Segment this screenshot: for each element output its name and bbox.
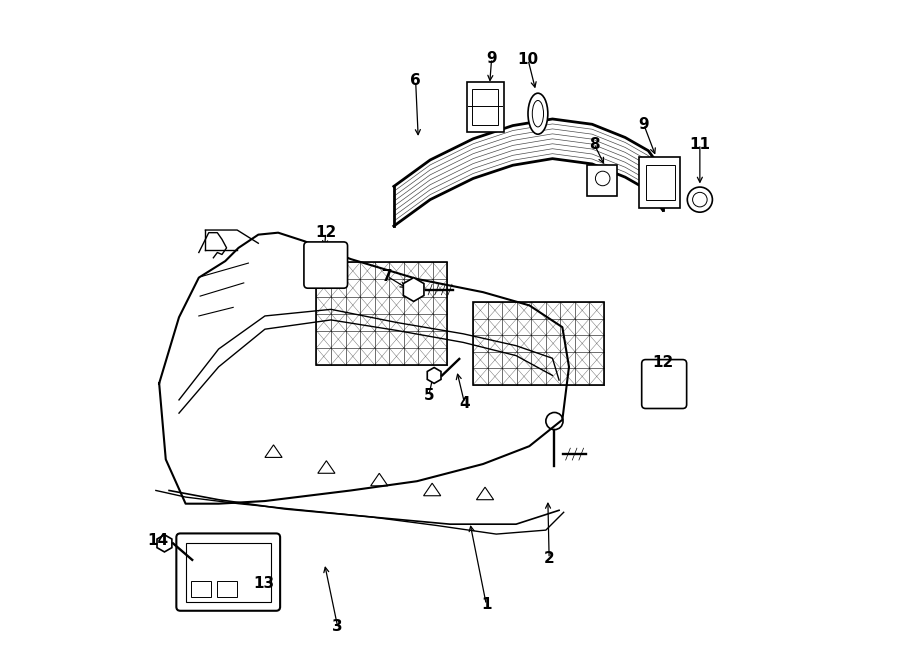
- Text: 11: 11: [689, 137, 710, 151]
- Circle shape: [688, 187, 713, 212]
- Text: 7: 7: [382, 269, 392, 284]
- Text: 4: 4: [459, 396, 470, 410]
- FancyBboxPatch shape: [587, 165, 617, 196]
- Text: 12: 12: [315, 225, 337, 240]
- Bar: [473, 302, 604, 385]
- Text: 2: 2: [544, 551, 554, 566]
- Text: 13: 13: [253, 576, 274, 590]
- Text: 9: 9: [486, 51, 497, 65]
- Bar: [317, 262, 447, 365]
- FancyBboxPatch shape: [639, 157, 680, 208]
- Polygon shape: [428, 368, 441, 383]
- Text: 9: 9: [638, 117, 649, 132]
- Polygon shape: [403, 278, 424, 301]
- FancyBboxPatch shape: [466, 82, 503, 132]
- Polygon shape: [157, 535, 172, 552]
- FancyBboxPatch shape: [176, 533, 280, 611]
- Text: 1: 1: [482, 598, 491, 612]
- Text: 8: 8: [589, 137, 599, 151]
- Text: 10: 10: [518, 52, 538, 67]
- Ellipse shape: [528, 93, 548, 134]
- Text: 14: 14: [148, 533, 168, 548]
- Text: 3: 3: [332, 619, 343, 634]
- FancyBboxPatch shape: [304, 242, 347, 288]
- Text: 5: 5: [424, 388, 434, 403]
- Bar: [217, 581, 238, 597]
- Text: 12: 12: [652, 355, 673, 369]
- FancyBboxPatch shape: [642, 360, 687, 408]
- Bar: [191, 581, 211, 597]
- Text: 6: 6: [410, 73, 421, 88]
